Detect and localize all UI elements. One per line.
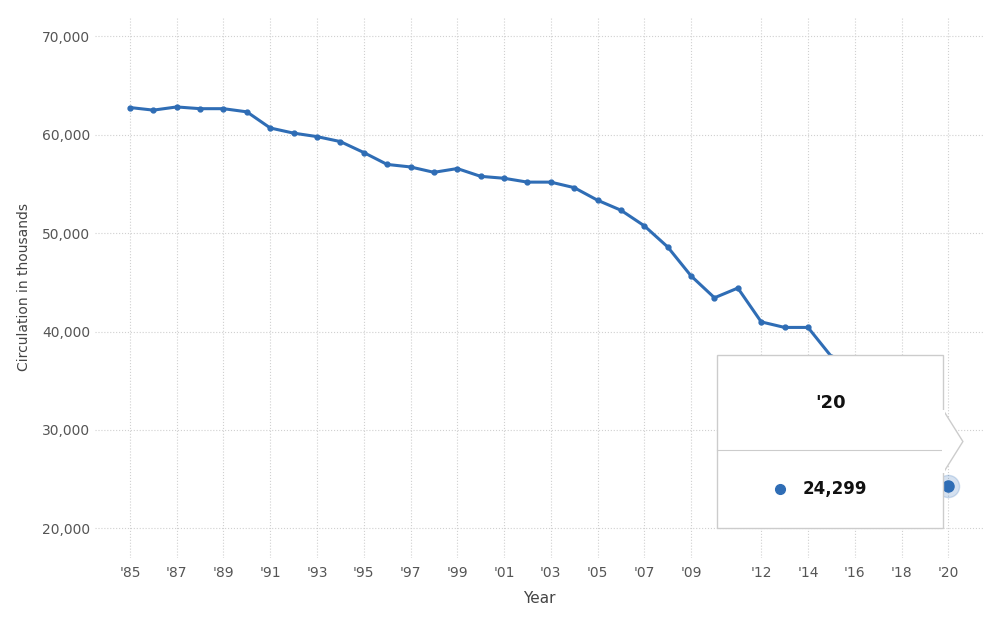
Text: 24,299: 24,299 [803, 480, 867, 498]
X-axis label: Year: Year [523, 591, 555, 606]
Y-axis label: Circulation in thousands: Circulation in thousands [17, 203, 31, 371]
Bar [942, 411, 945, 473]
Polygon shape [943, 411, 963, 473]
FancyBboxPatch shape [717, 355, 943, 528]
Text: '20: '20 [815, 394, 845, 412]
